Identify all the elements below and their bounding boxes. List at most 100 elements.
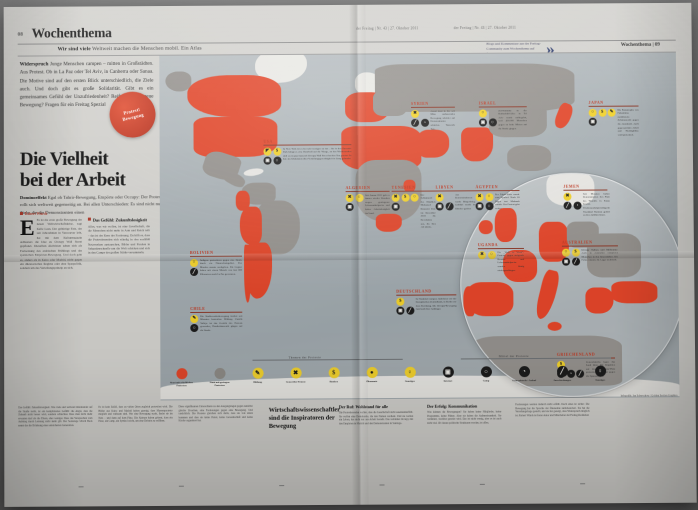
- gen-icon[interactable]: ✖: [435, 193, 444, 202]
- gen-icon[interactable]: ✖: [475, 192, 484, 201]
- region-rule: [435, 190, 476, 192]
- region-icons: $ ▣ ╱: [396, 297, 414, 316]
- map-region-bolivien[interactable]: BOLIVIEN ○ ╱ Indigene protestieren gegen ei…: [190, 251, 242, 278]
- camp-icon[interactable]: ○: [190, 258, 199, 267]
- internet-icon[interactable]: ▣: [562, 257, 571, 266]
- bildung-icon[interactable]: ✎: [607, 108, 616, 117]
- internet-icon[interactable]: ▣: [478, 118, 487, 127]
- dollar-icon[interactable]: $: [272, 147, 281, 156]
- heading-square-icon: [87, 217, 91, 221]
- aus-icon[interactable]: ╱: [445, 202, 454, 211]
- map-region-australien[interactable]: AUSTRALIEN ○ $ ▣ ╱ Occupy Sydney und Melbourn…: [562, 240, 618, 267]
- legend-label-4: Banken: [329, 380, 338, 384]
- map-region-usa[interactable]: USA ◤ $ ▣ ○ In New York ist es bei sehr wenig…: [263, 139, 351, 166]
- camp-icon[interactable]: ○: [561, 248, 571, 257]
- internet-icon[interactable]: ▣: [345, 203, 354, 212]
- dollar-icon[interactable]: $: [401, 193, 410, 202]
- map-region-deutschland[interactable]: DEUTSCHLAND $ ▣ ╱ In Frankfurt campen Aktivi…: [396, 289, 456, 316]
- region-body: ✖ ▣ ╱ Aus Demonstrationen wurde Bürgerkrieg…: [435, 193, 476, 212]
- map-region-chile[interactable]: CHILE ✎ ○ Die Studierendenbewegung fordert …: [190, 307, 242, 334]
- legend-item-11[interactable]: ♀ Sonstiges: [585, 365, 615, 382]
- lens-greece-shape: [585, 287, 614, 314]
- legend-item-5[interactable]: ● Ökonomie: [357, 366, 387, 383]
- megaphone-icon[interactable]: ◤: [263, 147, 272, 156]
- gen-icon[interactable]: ✖: [477, 250, 487, 259]
- internet-icon[interactable]: ▣: [263, 156, 272, 165]
- region-rule: [561, 245, 618, 247]
- icon-row: ▣: [345, 203, 364, 212]
- icon-row: ╱: [190, 268, 199, 277]
- region-icons: ✖ ○ ▣: [345, 193, 364, 216]
- legend-label-2: Bildung: [253, 380, 262, 384]
- legend-item-9[interactable]: ◔ Generalstreik / Aufruf: [509, 366, 539, 382]
- aus-icon[interactable]: ╱: [405, 306, 414, 315]
- legend-item-7[interactable]: ▣ Internet: [433, 366, 463, 383]
- aus-icon[interactable]: ╱: [411, 118, 420, 127]
- gen-icon[interactable]: ✖: [391, 193, 400, 202]
- aus-icon[interactable]: ╱: [571, 257, 580, 266]
- bild-icon[interactable]: ◔: [420, 118, 429, 127]
- legend-icon-10: ╱: [556, 365, 568, 377]
- legend-icon-1: [213, 367, 226, 380]
- camp-icon[interactable]: ○: [273, 156, 282, 165]
- camp-icon[interactable]: ○: [410, 193, 419, 202]
- region-label: ALGERIEN: [345, 185, 371, 191]
- camp-icon[interactable]: ○: [487, 250, 496, 259]
- legend-rule-left: [252, 358, 403, 361]
- region-body: ◤ $ ▣ ○ In New York ist es bei sehr wenigen …: [263, 147, 351, 166]
- legend-item-0[interactable]: Staat mit erheblichen Protesten: [166, 368, 196, 387]
- map-region-japan[interactable]: JAPAN ○ $ ✎ ▣ Die Katastrophe von Fukushima m…: [589, 101, 639, 138]
- map-region-syrien[interactable]: SYRIEN ✖ ╱ ◔ Assad lässt in der seit März an…: [411, 102, 455, 131]
- map-region-algerien[interactable]: ALGERIEN ✖ ○ ▣ Seit Januar 2011 gab es immer…: [346, 186, 390, 216]
- map-region-ägypten[interactable]: ÄGYPTEN ✖ ○ ▣ ○ Der Tahrir-Platz wurde zum Sy…: [475, 185, 520, 212]
- aus-icon[interactable]: ╱: [563, 201, 572, 210]
- bild-icon[interactable]: ◔: [573, 201, 582, 210]
- camp-icon[interactable]: ○: [485, 202, 494, 211]
- region-text: Der Tahrir-Platz wurde zum Symbol. Nach …: [495, 192, 520, 211]
- region-body: ○ ▣ ○ Zelt-Intifada: In der Rothschild-Alle…: [478, 108, 527, 131]
- map-region-jemen[interactable]: JEMEN ✖ ╱ ◔ Seit Monaten halten Demonstrante…: [563, 184, 610, 217]
- folio-right: Wochenthema | 09: [620, 42, 660, 48]
- legend-item-1[interactable]: Staat mit geringen Protesten: [204, 367, 234, 387]
- legend-item-10[interactable]: ╱ Ausschreitungen: [547, 365, 577, 382]
- internet-icon[interactable]: ▣: [396, 306, 405, 315]
- camp-icon[interactable]: ○: [488, 118, 497, 127]
- legend-item-8[interactable]: ○ Camp: [471, 366, 501, 382]
- icon-row: ✖ ○: [345, 193, 364, 202]
- gen-icon[interactable]: ✖: [345, 193, 354, 202]
- legend-item-6[interactable]: ♀ Sonstiges: [395, 366, 425, 383]
- icon-row: ╱ ◔: [411, 118, 429, 127]
- column-2-heading: Das Gefühl: Zukunftslosigkeit: [87, 217, 150, 223]
- legend-item-3[interactable]: ✖ Genereller Protest: [281, 367, 311, 384]
- icon-row: ✖ ○: [475, 192, 494, 201]
- internet-icon[interactable]: ▣: [475, 202, 484, 211]
- map-region-uganda[interactable]: UGANDA ✖ ○ Die „Walk to Work“-Proteste gege…: [478, 243, 524, 273]
- region-label: CHILE: [190, 306, 206, 312]
- region-text: Zelt-Intifada: In der Rothschild-Allee i…: [498, 108, 527, 131]
- camp-icon[interactable]: ○: [355, 193, 364, 202]
- world-map-infographic[interactable]: Globale Revolution! Ein Muster gegenseit…: [159, 52, 680, 401]
- camp-icon[interactable]: ○: [485, 192, 494, 201]
- camp-icon[interactable]: ○: [478, 109, 487, 118]
- internet-icon[interactable]: ▣: [588, 117, 597, 126]
- camp-icon[interactable]: ○: [588, 108, 597, 117]
- region-icons: ✖ ▣ ╱: [435, 193, 454, 212]
- bildung-icon[interactable]: ✎: [190, 314, 199, 323]
- legend-label-10: Ausschreitungen: [553, 378, 572, 382]
- region-label: USA: [263, 139, 273, 144]
- map-region-tunesien[interactable]: TUNESIEN ✖ $ ○ ▣ Der Selbstmord des Händlers …: [392, 186, 436, 230]
- internet-icon[interactable]: ▣: [391, 202, 400, 211]
- dollar-icon[interactable]: $: [396, 297, 405, 306]
- dollar-icon[interactable]: $: [571, 248, 580, 257]
- dollar-icon[interactable]: $: [598, 108, 607, 117]
- legend-item-4[interactable]: $ Banken: [319, 367, 349, 383]
- map-region-israel[interactable]: ISRAEL ○ ▣ ○ Zelt-Intifada: In der Rothschil…: [479, 101, 527, 131]
- camp-icon[interactable]: ○: [190, 324, 199, 333]
- gen-icon[interactable]: ✖: [563, 192, 572, 201]
- internet-icon[interactable]: ▣: [435, 202, 444, 211]
- map-region-libyen[interactable]: LIBYEN ✖ ▣ ╱ Aus Demonstrationen wurde Bürge…: [436, 185, 476, 212]
- gen-icon[interactable]: ✖: [410, 109, 420, 118]
- legend-item-2[interactable]: ✎ Bildung: [243, 367, 273, 384]
- aus-icon[interactable]: ╱: [190, 268, 199, 277]
